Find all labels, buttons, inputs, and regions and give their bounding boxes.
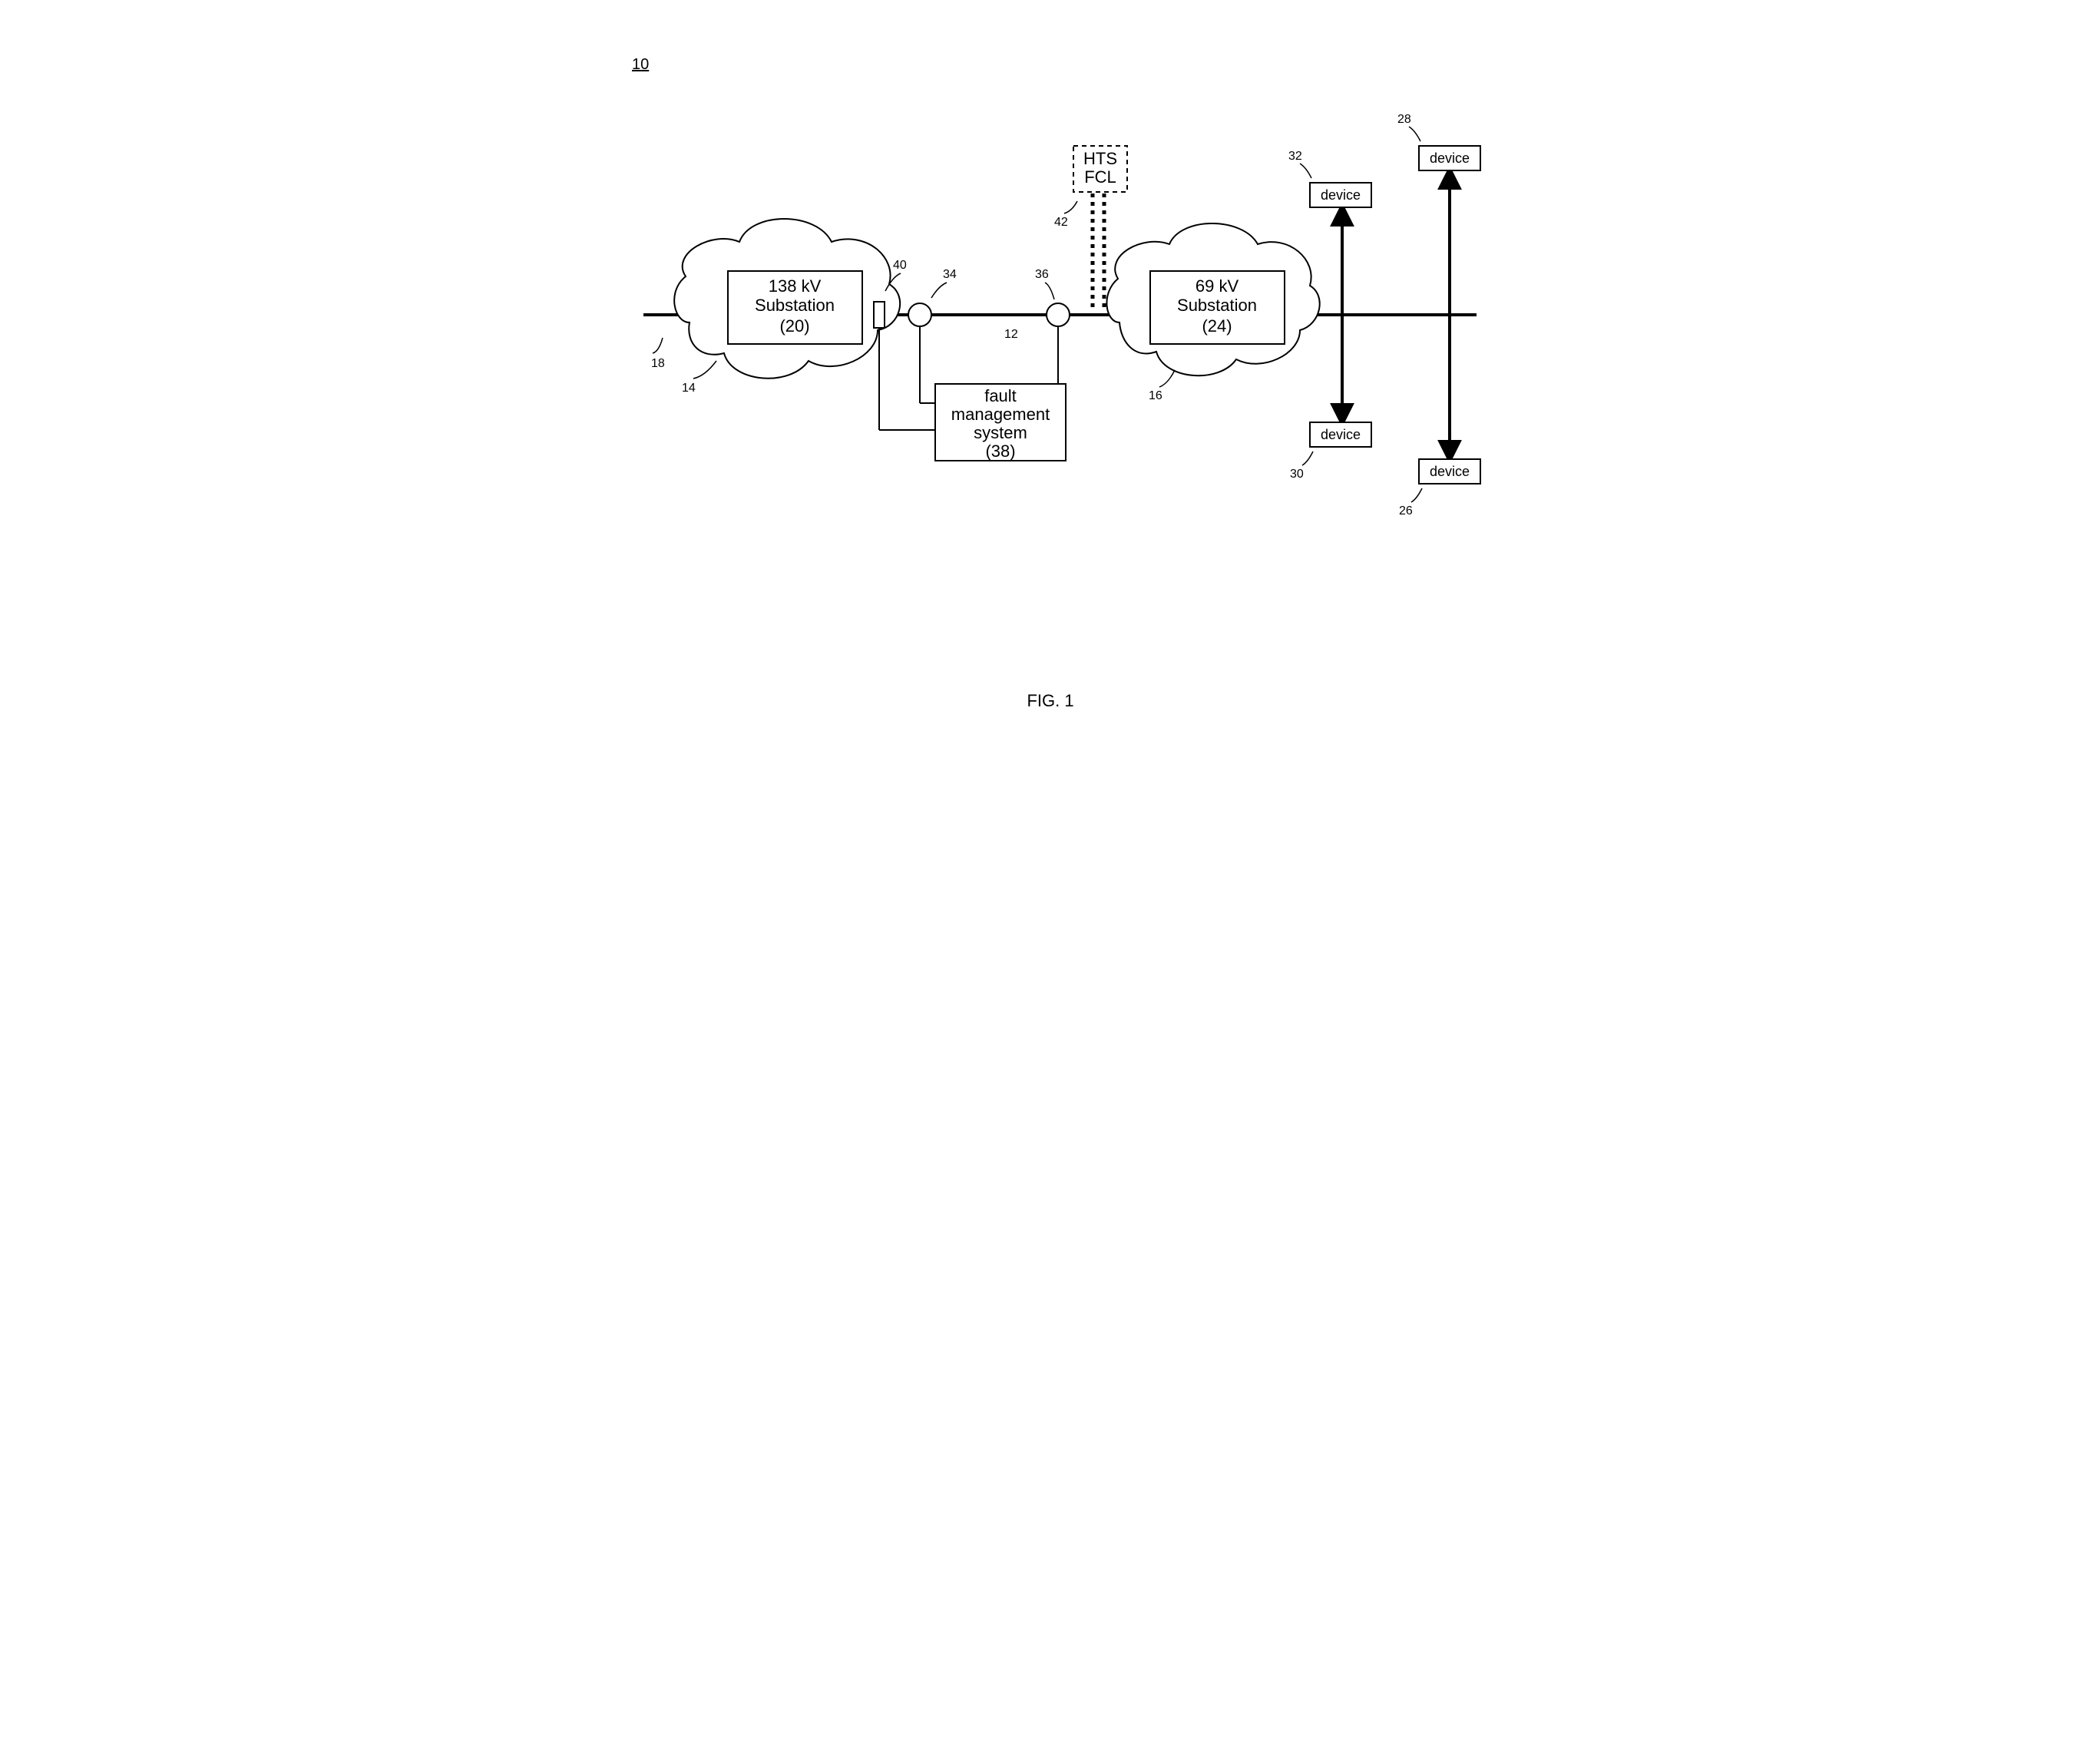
device-30-label: device bbox=[1320, 427, 1360, 442]
ref-42: 42 bbox=[1054, 216, 1068, 229]
ref-34: 34 bbox=[943, 268, 957, 281]
callout-32 bbox=[1300, 164, 1311, 178]
substation-left-ref: (20) bbox=[779, 316, 809, 336]
ref-40: 40 bbox=[893, 259, 907, 272]
figure-caption: FIG. 1 bbox=[1027, 691, 1073, 710]
device-26-label: device bbox=[1429, 464, 1469, 479]
device-32-label: device bbox=[1320, 187, 1360, 203]
substation-right-ref: (24) bbox=[1202, 316, 1232, 336]
small-rect-40 bbox=[874, 302, 885, 328]
fault-line2: management bbox=[951, 405, 1049, 424]
fault-ref: (38) bbox=[985, 441, 1015, 461]
fault-line3: system bbox=[974, 423, 1027, 442]
callout-26 bbox=[1411, 488, 1422, 502]
ref-30: 30 bbox=[1290, 468, 1304, 481]
ref-18: 18 bbox=[651, 357, 665, 370]
hts-line1: HTS bbox=[1083, 149, 1117, 168]
substation-left-line2: Substation bbox=[755, 296, 835, 315]
ref-32: 32 bbox=[1288, 150, 1302, 163]
callout-30 bbox=[1302, 451, 1313, 465]
ref-14: 14 bbox=[682, 382, 696, 395]
substation-right-line1: 69 kV bbox=[1195, 276, 1239, 296]
ref-12: 12 bbox=[1004, 328, 1018, 341]
figure-number: 10 bbox=[632, 56, 649, 73]
ref-36: 36 bbox=[1035, 268, 1049, 281]
callout-36 bbox=[1045, 283, 1054, 299]
ref-28: 28 bbox=[1397, 113, 1411, 126]
callout-18 bbox=[653, 338, 663, 353]
substation-left-line1: 138 kV bbox=[768, 276, 821, 296]
ref-26: 26 bbox=[1399, 504, 1413, 518]
callout-28 bbox=[1409, 127, 1420, 141]
circle-36 bbox=[1047, 303, 1070, 326]
hts-line2: FCL bbox=[1084, 167, 1116, 187]
ref-16: 16 bbox=[1149, 389, 1162, 402]
callout-42 bbox=[1064, 201, 1077, 213]
fault-line1: fault bbox=[984, 386, 1017, 405]
callout-16 bbox=[1159, 370, 1175, 387]
callout-14 bbox=[693, 361, 716, 379]
substation-right-line2: Substation bbox=[1177, 296, 1257, 315]
callout-34 bbox=[931, 283, 947, 298]
device-28-label: device bbox=[1429, 150, 1469, 166]
circle-34 bbox=[908, 303, 931, 326]
